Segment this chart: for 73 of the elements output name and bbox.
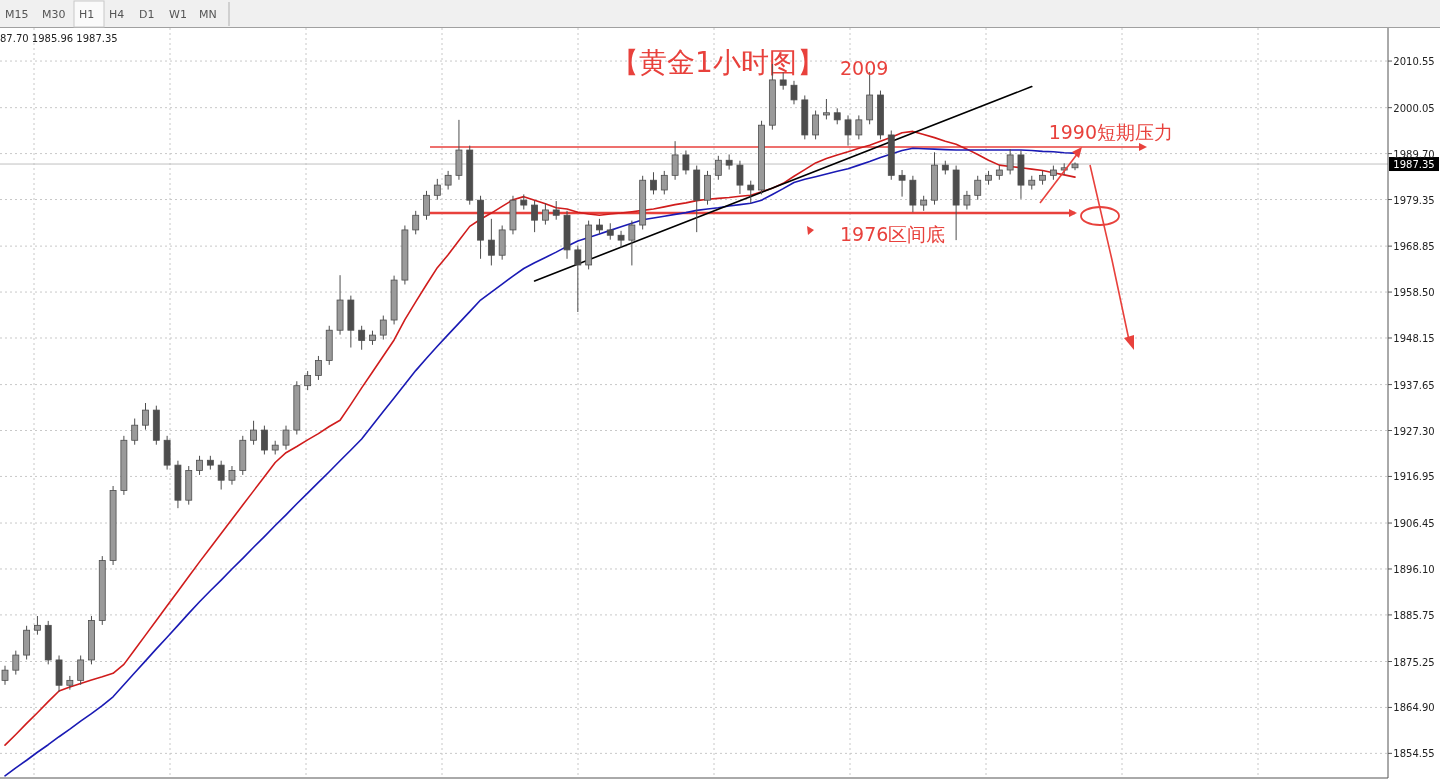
y-tick-label: 1968.85 (1393, 241, 1435, 253)
ref-line-label: 1987.35 (1393, 159, 1435, 171)
candlestick (34, 615, 41, 636)
candlestick (487, 218, 495, 266)
candlestick (282, 425, 290, 451)
candlestick (823, 98, 830, 120)
y-tick-label: 1927.30 (1393, 425, 1435, 437)
candlestick (77, 655, 85, 686)
y-tick-label: 1906.45 (1393, 518, 1435, 530)
y-tick-label: 2000.05 (1393, 102, 1435, 114)
candlestick (433, 178, 441, 201)
y-tick-label: 1979.35 (1393, 194, 1435, 206)
candlestick (260, 425, 268, 455)
y-tick-label: 1875.25 (1393, 656, 1435, 668)
candlestick (358, 325, 366, 351)
y-tick-label: 1948.15 (1393, 332, 1435, 344)
candlestick (228, 465, 236, 486)
text: M15 (5, 8, 29, 21)
candlestick (217, 460, 225, 491)
ref-line-label: 1990短期压力 (1048, 120, 1173, 143)
candlestick (628, 220, 636, 266)
candlestick (747, 180, 755, 204)
candlestick (142, 402, 149, 431)
candlestick (650, 171, 657, 195)
text: H4 (109, 8, 125, 21)
candlestick (844, 114, 852, 147)
candlestick (812, 110, 820, 140)
candlestick (1006, 148, 1014, 175)
candlestick (304, 370, 312, 391)
y-tick-label: 1989.70 (1393, 148, 1435, 160)
y-tick-label: 1896.10 (1393, 563, 1435, 575)
candlestick (574, 244, 582, 313)
candlestick (790, 80, 798, 105)
candlestick (444, 170, 452, 191)
candlestick (660, 170, 668, 195)
y-tick-label: 2010.55 (1393, 56, 1435, 68)
y-tick-label: 1958.50 (1393, 287, 1435, 299)
candlestick (196, 455, 203, 476)
candlestick (682, 149, 690, 175)
candlestick (671, 140, 679, 181)
y-tick-label: 1885.75 (1393, 609, 1435, 621)
candlestick (552, 200, 560, 221)
candlestick (250, 420, 257, 446)
candlestick (12, 650, 20, 676)
candlestick (974, 175, 982, 201)
candlestick (1, 665, 9, 686)
candlestick (315, 355, 322, 381)
annotation: 87.70 1985.96 1987.35 (0, 33, 118, 44)
candlestick (617, 230, 625, 249)
candlestick (898, 169, 906, 198)
text: 【黄金1小时图】 (611, 46, 825, 79)
candlestick (531, 200, 538, 233)
text: M30 (42, 8, 66, 21)
candlestick (855, 114, 863, 140)
y-tick-label: 1916.95 (1393, 471, 1435, 483)
y-tick-label: 1854.55 (1393, 748, 1435, 760)
text: H1 (79, 8, 95, 21)
candlestick (725, 153, 733, 171)
candlestick (379, 315, 387, 341)
annotation: 2009 (840, 57, 889, 79)
legend-label: 1976区间底 (840, 223, 946, 246)
candlestick (963, 190, 971, 211)
y-tick-label: 1937.65 (1393, 379, 1435, 391)
text: MN (199, 8, 217, 21)
y-tick-label: 1864.90 (1393, 702, 1435, 714)
candlestick (423, 190, 430, 221)
text: W1 (169, 8, 187, 21)
text: D1 (139, 8, 155, 21)
candlestick (131, 418, 139, 446)
candlestick (736, 160, 744, 195)
candlestick (542, 202, 549, 226)
candlestick (714, 155, 722, 181)
candlestick (412, 210, 420, 235)
